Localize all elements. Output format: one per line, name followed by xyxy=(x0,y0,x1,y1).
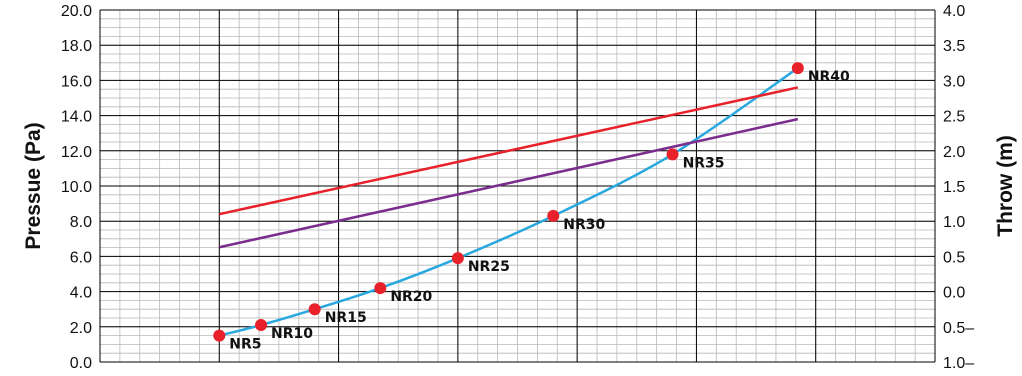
right-tick-label: 2.0 xyxy=(943,144,965,161)
right-tick-label: 0.0 xyxy=(943,285,965,302)
data-point-marker xyxy=(213,329,226,342)
data-points xyxy=(213,62,804,342)
right-tick-label: 4.0 xyxy=(943,3,965,20)
pressure-curve xyxy=(218,67,799,337)
left-tick-label: 10.0 xyxy=(61,179,92,196)
point-labels: NR5 NR10 NR15 NR20 NR25 NR30 NR35 NR40 xyxy=(229,69,850,353)
right-tick-label: 0.5 xyxy=(943,249,965,266)
left-tick-label: 2.0 xyxy=(70,320,92,337)
data-point-label: NR5 xyxy=(229,337,261,353)
right-tick-label: 1.0 xyxy=(943,214,965,231)
data-point-marker xyxy=(791,62,804,75)
data-point-label: NR20 xyxy=(390,289,432,305)
data-point-label: NR15 xyxy=(325,310,367,326)
right-tick-label: 3.0 xyxy=(943,73,965,90)
right-tick-label: 1.0– xyxy=(943,355,974,372)
right-axis-ticks: 1.0– 0.5– 0.0 0.5 1.0 1.5 2.0 2.5 3.0 3.5 4.0 xyxy=(943,3,974,372)
right-tick-label: 1.5 xyxy=(943,179,965,196)
data-point-marker xyxy=(308,303,321,316)
left-axis-title: Pressue (Pa) xyxy=(22,122,45,249)
data-point-label: NR40 xyxy=(808,69,850,85)
data-point-marker xyxy=(374,282,387,295)
data-point-marker xyxy=(547,209,560,222)
throw-line xyxy=(219,86,799,216)
left-tick-label: 6.0 xyxy=(70,249,92,266)
data-point-label: NR25 xyxy=(468,259,510,275)
major-grid xyxy=(99,9,936,363)
data-point-label: NR30 xyxy=(563,217,605,233)
right-tick-label: 2.5 xyxy=(943,109,965,126)
data-point-marker xyxy=(255,319,268,332)
left-tick-label: 4.0 xyxy=(70,285,92,302)
right-tick-label: 3.5 xyxy=(943,38,965,55)
data-point-label: NR35 xyxy=(683,155,725,171)
data-point-marker xyxy=(666,148,679,161)
left-tick-label: 14.0 xyxy=(61,109,92,126)
left-tick-label: 12.0 xyxy=(61,144,92,161)
throw-line xyxy=(219,117,799,249)
right-tick-label: 0.5– xyxy=(943,320,974,337)
left-axis-ticks: 0.0 2.0 4.0 6.0 8.0 10.0 12.0 14.0 16.0 18.0 20.0 xyxy=(61,3,92,372)
left-tick-label: 18.0 xyxy=(61,38,92,55)
data-point-label: NR10 xyxy=(271,326,313,342)
left-tick-label: 0.0 xyxy=(70,355,92,372)
right-axis-title: Throw (m) xyxy=(994,135,1017,236)
series-lines xyxy=(218,67,799,337)
left-tick-label: 16.0 xyxy=(61,73,92,90)
left-tick-label: 20.0 xyxy=(61,3,92,20)
left-tick-label: 8.0 xyxy=(70,214,92,231)
data-point-marker xyxy=(451,252,464,265)
